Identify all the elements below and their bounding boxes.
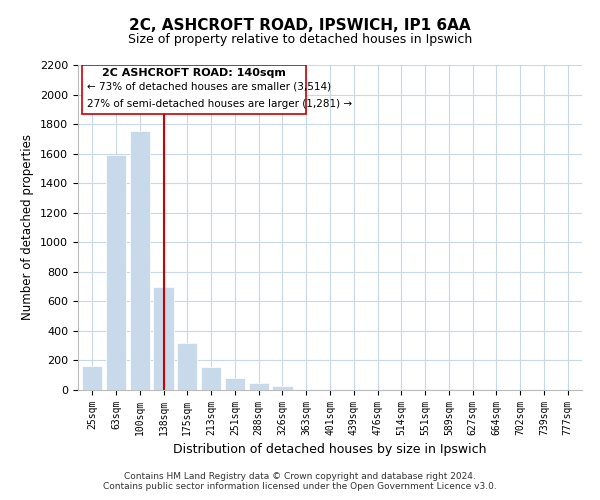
Text: Contains public sector information licensed under the Open Government Licence v3: Contains public sector information licen… [103, 482, 497, 491]
Text: Contains HM Land Registry data © Crown copyright and database right 2024.: Contains HM Land Registry data © Crown c… [124, 472, 476, 481]
Bar [177, 344, 197, 390]
Text: Size of property relative to detached houses in Ipswich: Size of property relative to detached ho… [128, 32, 472, 46]
Bar [130, 132, 150, 390]
Bar [225, 378, 245, 390]
Bar [248, 384, 269, 390]
Bar [154, 286, 173, 390]
Bar [272, 386, 293, 390]
Y-axis label: Number of detached properties: Number of detached properties [22, 134, 34, 320]
Bar [82, 366, 103, 390]
Text: 27% of semi-detached houses are larger (1,281) →: 27% of semi-detached houses are larger (… [86, 99, 352, 109]
Text: 2C ASHCROFT ROAD: 140sqm: 2C ASHCROFT ROAD: 140sqm [102, 68, 286, 78]
Text: 2C, ASHCROFT ROAD, IPSWICH, IP1 6AA: 2C, ASHCROFT ROAD, IPSWICH, IP1 6AA [129, 18, 471, 32]
X-axis label: Distribution of detached houses by size in Ipswich: Distribution of detached houses by size … [173, 444, 487, 456]
Text: ← 73% of detached houses are smaller (3,514): ← 73% of detached houses are smaller (3,… [86, 82, 331, 92]
Bar [201, 367, 221, 390]
FancyBboxPatch shape [82, 65, 306, 114]
Bar [106, 155, 126, 390]
